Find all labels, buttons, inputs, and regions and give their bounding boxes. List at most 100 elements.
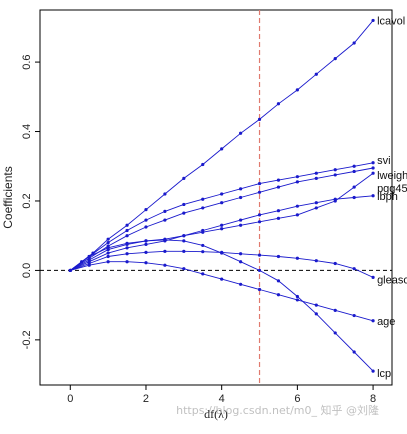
data-point-lcp — [220, 251, 224, 255]
data-point-svi — [182, 202, 186, 207]
data-point-svi — [201, 197, 205, 201]
data-point-lbph — [201, 228, 205, 233]
x-tick-label: 2 — [143, 393, 149, 405]
series-age: age — [68, 260, 395, 328]
data-point-svi — [125, 228, 129, 233]
data-point-age — [182, 267, 186, 271]
data-point-lweight — [182, 211, 186, 215]
series-lweight: lweight — [68, 166, 407, 273]
data-point-pgg45 — [295, 213, 299, 217]
data-point-gleason — [239, 252, 243, 256]
x-tick-label: 4 — [219, 393, 225, 405]
data-point-lweight — [257, 190, 262, 194]
series-label-lcp: lcp — [377, 368, 391, 380]
data-point-lcp — [371, 369, 375, 373]
data-point-lcp — [333, 331, 337, 335]
data-point-svi — [163, 209, 167, 213]
y-tick-label: 0.6 — [21, 54, 33, 69]
data-point-lcavol — [201, 162, 205, 167]
series-gleason: gleason — [68, 249, 407, 286]
data-point-lweight — [333, 173, 337, 177]
data-point-age — [257, 287, 262, 292]
series-label-gleason: gleason — [377, 274, 407, 286]
data-point-svi — [257, 182, 262, 186]
data-point-gleason — [333, 261, 337, 266]
data-point-age — [220, 277, 224, 281]
data-point-lweight — [220, 201, 224, 205]
data-point-pgg45 — [276, 216, 281, 220]
data-point-svi — [144, 218, 148, 222]
data-point-lcavol — [371, 18, 375, 23]
data-point-svi — [239, 187, 243, 191]
series-label-lbph: lbph — [377, 191, 398, 203]
x-tick-label: 6 — [294, 393, 300, 405]
data-point-svi — [333, 168, 337, 172]
x-tick-label: 0 — [67, 393, 73, 405]
data-point-lcp — [295, 294, 299, 299]
series-label-lweight: lweight — [377, 170, 407, 182]
data-point-svi — [371, 161, 375, 165]
data-point-lcp — [106, 246, 110, 250]
data-point-lweight — [314, 176, 318, 181]
series-line-gleason — [70, 250, 374, 278]
data-point-lcavol — [125, 223, 129, 227]
data-point-lcavol — [276, 102, 281, 106]
data-point-lcp — [201, 243, 205, 248]
data-point-lcp — [125, 241, 129, 245]
data-point-svi — [220, 192, 224, 196]
data-point-lbph — [352, 195, 356, 200]
data-point-age — [87, 263, 91, 267]
data-point-age — [314, 303, 318, 307]
data-point-lbph — [182, 234, 186, 238]
x-tick-label: 8 — [370, 393, 376, 405]
data-point-lbph — [333, 197, 337, 201]
data-point-lcp — [352, 350, 356, 354]
data-point-lcp — [276, 279, 281, 283]
data-point-pgg45 — [257, 220, 262, 224]
data-point-lbph — [295, 204, 299, 208]
data-point-gleason — [257, 253, 262, 257]
data-point-svi — [352, 164, 356, 168]
data-point-pgg45 — [239, 223, 243, 227]
data-point-age — [163, 263, 167, 267]
data-point-lcp — [144, 239, 148, 243]
data-point-lbph — [314, 201, 318, 205]
data-point-lweight — [163, 218, 167, 222]
data-point-lcp — [314, 312, 318, 316]
data-point-lcp — [239, 260, 243, 264]
y-tick-label: 0.2 — [21, 193, 33, 208]
series-label-lcavol: lcavol — [377, 15, 405, 27]
data-point-lcavol — [163, 192, 167, 196]
data-point-gleason — [163, 249, 167, 253]
data-point-lbph — [125, 246, 129, 250]
data-point-lcp — [68, 268, 72, 273]
data-point-pgg45 — [371, 171, 375, 175]
data-point-lweight — [371, 166, 375, 170]
data-point-lcavol — [144, 208, 148, 212]
data-point-svi — [295, 175, 299, 179]
series-label-age: age — [377, 316, 395, 328]
data-point-svi — [314, 171, 318, 175]
data-point-lcavol — [295, 88, 299, 92]
data-point-lcavol — [220, 147, 224, 151]
data-point-gleason — [314, 259, 318, 263]
data-point-age — [106, 260, 110, 264]
data-point-pgg45 — [220, 227, 224, 231]
series-label-pgg45: pgg45 — [377, 183, 407, 195]
data-point-lbph — [371, 194, 375, 198]
data-point-lcp — [163, 238, 167, 242]
data-point-lweight — [201, 206, 205, 210]
data-point-age — [352, 313, 356, 318]
data-point-lcavol — [314, 72, 318, 76]
data-point-gleason — [182, 249, 186, 253]
data-point-age — [239, 282, 243, 286]
data-point-lweight — [144, 225, 148, 229]
data-point-pgg45 — [314, 206, 318, 210]
data-point-lbph — [276, 209, 281, 213]
data-point-lweight — [276, 185, 281, 189]
data-point-lbph — [220, 223, 224, 227]
data-point-lcavol — [239, 131, 243, 135]
data-point-lweight — [239, 195, 243, 200]
data-point-lbph — [257, 213, 262, 217]
